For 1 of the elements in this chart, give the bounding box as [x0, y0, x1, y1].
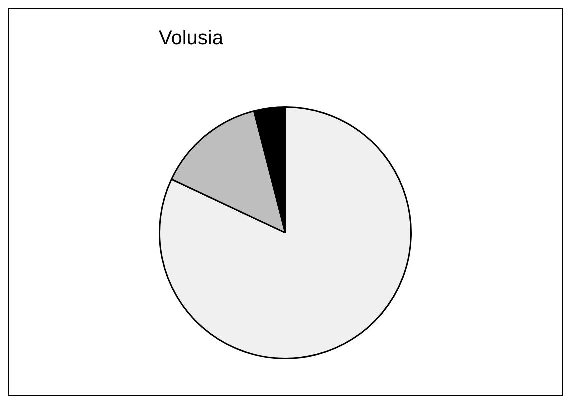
chart-title: Volusia: [159, 28, 224, 50]
